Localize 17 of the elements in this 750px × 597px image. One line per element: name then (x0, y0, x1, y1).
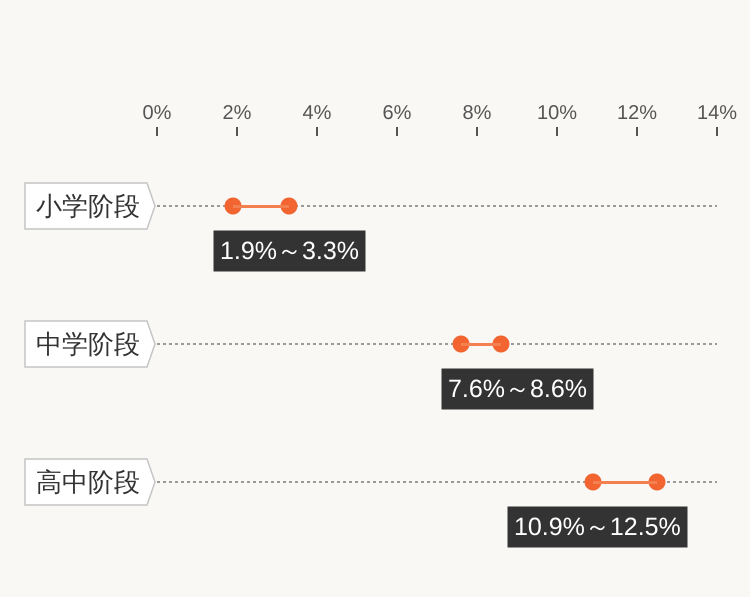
x-tick-label: 0% (142, 102, 172, 124)
y-tick-label: 小学阶段 (36, 191, 140, 222)
x-tick-label: 12% (616, 102, 658, 124)
x-tick-label: 4% (302, 102, 332, 124)
bar (461, 343, 501, 346)
bar (233, 205, 289, 208)
x-tick-label: 2% (222, 102, 252, 124)
x-tick-label: 14% (696, 102, 738, 124)
annotation: 10.9%～12.5% (514, 513, 681, 541)
annotation: 1.9%～3.3% (220, 237, 359, 265)
y-tick-label: 高中阶段 (36, 467, 140, 498)
annotation: 7.6%～8.6% (448, 375, 587, 403)
x-tick-label: 8% (462, 102, 492, 124)
x-tick-label: 6% (382, 102, 412, 124)
x-tick-label: 10% (536, 102, 578, 124)
y-tick-label: 中学阶段 (36, 329, 140, 360)
bar (593, 481, 657, 484)
